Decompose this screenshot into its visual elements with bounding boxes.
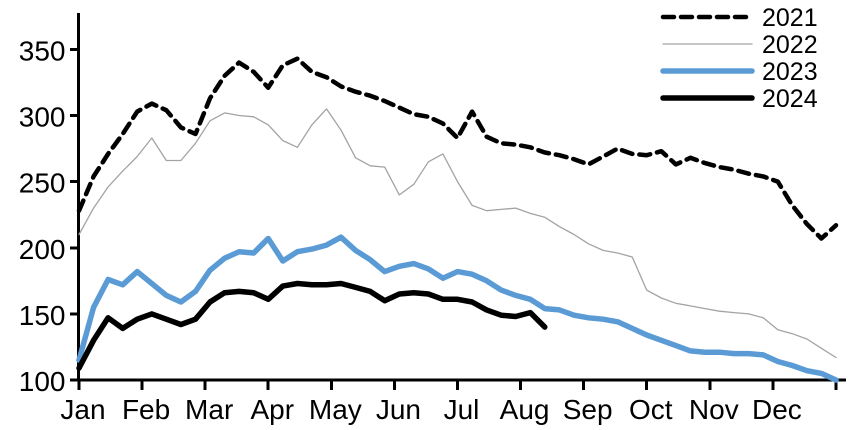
x-axis-label-Jan: Jan [60,394,105,425]
y-axis-label-300: 300 [19,102,66,133]
y-axis-label-100: 100 [19,366,66,397]
x-axis-label-Nov: Nov [689,394,739,425]
x-axis-label-Jul: Jul [444,394,480,425]
x-axis-label-Dec: Dec [752,394,802,425]
x-axis-label-Sep: Sep [563,394,613,425]
y-axis-label-150: 150 [19,300,66,331]
x-axis-label-May: May [309,394,362,425]
legend-label-2024: 2024 [762,85,818,113]
series-2021-line [76,56,839,241]
series-2024-line [76,280,548,371]
x-axis-label-Aug: Aug [500,394,550,425]
x-axis-label-Apr: Apr [250,394,294,425]
legend-label-2023: 2023 [762,58,818,86]
legend-label-2021: 2021 [762,4,818,32]
series-2022-line [78,108,837,359]
y-axis-label-250: 250 [19,168,66,199]
series-2023-line [76,234,839,383]
x-axis-label-Jun: Jun [376,394,421,425]
legend-label-2022: 2022 [762,31,818,59]
x-axis-label-Feb: Feb [122,394,170,425]
x-axis-label-Oct: Oct [629,394,673,425]
y-axis-label-200: 200 [19,234,66,265]
y-axis-label-350: 350 [19,35,66,66]
x-axis-label-Mar: Mar [185,394,233,425]
